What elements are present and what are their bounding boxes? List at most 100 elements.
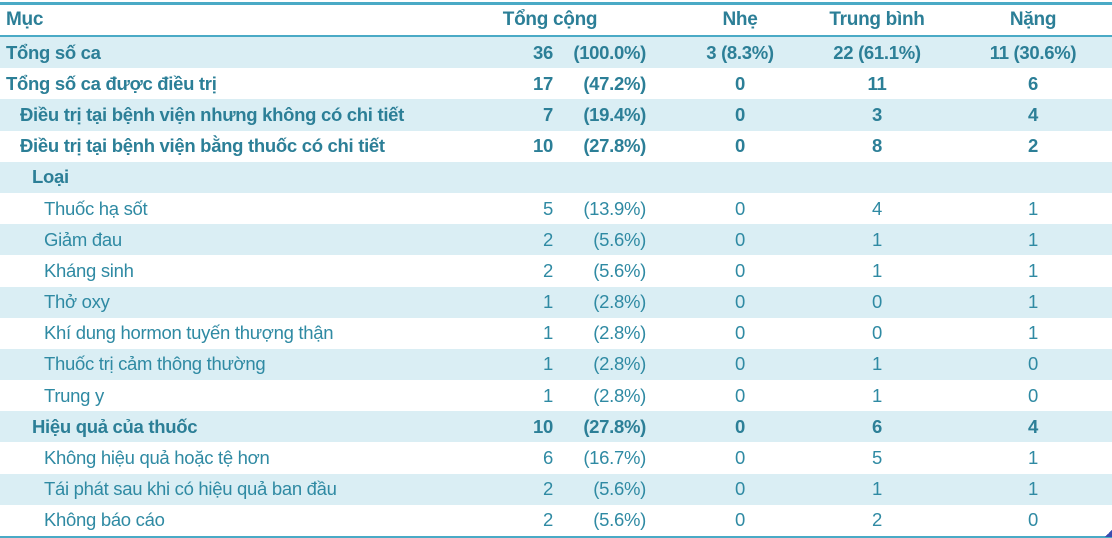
- table-row: Thuốc trị cảm thông thường 1 (2.8%) 0 1 0: [0, 348, 1112, 381]
- row-label: Thở oxy: [44, 291, 110, 313]
- total-percent: (2.8%): [593, 291, 646, 313]
- table-row: Tổng số ca được điều trị 17 (47.2%) 0 11 6: [0, 68, 1112, 99]
- moderate-value: 11: [867, 72, 887, 94]
- row-label: Không hiệu quả hoặc tệ hơn: [44, 447, 270, 469]
- total-count: 2: [543, 478, 553, 500]
- row-label: Điều trị tại bệnh viện nhưng không có ch…: [20, 103, 405, 125]
- row-label: Tổng số ca: [6, 41, 101, 63]
- total-percent: (16.7%): [583, 447, 646, 469]
- severe-value: 1: [1028, 322, 1038, 344]
- mild-value: 0: [735, 291, 745, 313]
- moderate-value: 22 (61.1%): [833, 41, 921, 63]
- total-count: 1: [543, 384, 553, 406]
- severe-value: 0: [1028, 353, 1038, 375]
- mild-value: 0: [735, 103, 745, 125]
- total-percent: (27.8%): [583, 135, 646, 157]
- severe-value: 0: [1028, 384, 1038, 406]
- total-count: 5: [543, 197, 553, 219]
- total-count: 10: [533, 415, 553, 437]
- total-count: 7: [543, 103, 553, 125]
- total-count: 2: [543, 259, 553, 281]
- moderate-value: 8: [872, 135, 882, 157]
- moderate-value: 1: [872, 478, 882, 500]
- moderate-value: 2: [872, 509, 882, 531]
- mild-value: 0: [735, 353, 745, 375]
- table-row: Điều trị tại bệnh viện bằng thuốc có chi…: [0, 131, 1112, 162]
- table-row: Thở oxy 1 (2.8%) 0 0 1: [0, 286, 1112, 318]
- moderate-value: 1: [872, 228, 882, 250]
- header-severe: Nặng: [1009, 9, 1057, 30]
- row-label: Hiệu quả của thuốc: [32, 415, 198, 437]
- table-row: Loại: [0, 161, 1112, 193]
- header-item: Mục: [6, 9, 44, 30]
- header-mild: Nhẹ: [722, 9, 758, 30]
- severe-value: 1: [1028, 291, 1038, 313]
- table-row: Giảm đau 2 (5.6%) 0 1 1: [0, 224, 1112, 256]
- header-moderate: Trung bình: [829, 9, 925, 30]
- table-row: Không hiệu quả hoặc tệ hơn 6 (16.7%) 0 5 1: [0, 442, 1112, 473]
- row-label: Thuốc hạ sốt: [44, 197, 148, 219]
- total-count: 2: [543, 228, 553, 250]
- moderate-value: 1: [872, 259, 882, 281]
- moderate-value: 0: [872, 322, 882, 344]
- total-count: 1: [543, 322, 553, 344]
- severe-value: 6: [1028, 72, 1038, 94]
- total-percent: (27.8%): [583, 415, 646, 437]
- row-label: Loại: [32, 166, 69, 188]
- table-row: Kháng sinh 2 (5.6%) 0 1 1: [0, 255, 1112, 286]
- header-total: Tổng cộng: [502, 9, 598, 30]
- mild-value: 0: [735, 509, 745, 531]
- severe-value: 2: [1028, 135, 1038, 157]
- severe-value: 4: [1028, 415, 1038, 437]
- total-percent: (100.0%): [573, 41, 646, 63]
- moderate-value: 3: [872, 103, 882, 125]
- table-row: Thuốc hạ sốt 5 (13.9%) 0 4 1: [0, 193, 1112, 224]
- total-percent: (5.6%): [593, 478, 646, 500]
- row-label: Tái phát sau khi có hiệu quả ban đầu: [44, 478, 337, 500]
- mild-value: 3 (8.3%): [706, 41, 774, 63]
- table-header: Mục Tổng cộng Nhẹ Trung bình Nặng: [0, 5, 1112, 37]
- mild-value: 0: [735, 415, 745, 437]
- total-percent: (47.2%): [583, 72, 646, 94]
- table-row: Không báo cáo 2 (5.6%) 0 2 0: [0, 505, 1112, 536]
- row-label: Trung y: [44, 384, 104, 406]
- total-count: 17: [533, 72, 553, 94]
- moderate-value: 0: [872, 291, 882, 313]
- row-label: Điều trị tại bệnh viện bằng thuốc có chi…: [20, 135, 385, 157]
- severe-value: 11 (30.6%): [989, 41, 1077, 63]
- total-percent: (2.8%): [593, 384, 646, 406]
- table-row: Hiệu quả của thuốc 10 (27.8%) 0 6 4: [0, 411, 1112, 443]
- row-label: Khí dung hormon tuyến thượng thận: [44, 322, 334, 344]
- severe-value: 1: [1028, 197, 1038, 219]
- total-percent: (13.9%): [583, 197, 646, 219]
- severe-value: 0: [1028, 509, 1038, 531]
- total-percent: (19.4%): [583, 103, 646, 125]
- mild-value: 0: [735, 322, 745, 344]
- total-percent: (2.8%): [593, 353, 646, 375]
- table-row: Khí dung hormon tuyến thượng thận 1 (2.8%)…: [0, 318, 1112, 349]
- table-row: Trung y 1 (2.8%) 0 1 0: [0, 380, 1112, 411]
- total-count: 1: [543, 291, 553, 313]
- table-row: Tái phát sau khi có hiệu quả ban đầu 2 (5.…: [0, 473, 1112, 505]
- resize-handle-icon[interactable]: [1105, 530, 1112, 537]
- total-percent: (5.6%): [593, 228, 646, 250]
- severe-value: 1: [1028, 447, 1038, 469]
- mild-value: 0: [735, 135, 745, 157]
- mild-value: 0: [735, 72, 745, 94]
- moderate-value: 5: [872, 447, 882, 469]
- total-percent: (5.6%): [593, 509, 646, 531]
- severe-value: 1: [1028, 259, 1038, 281]
- mild-value: 0: [735, 228, 745, 250]
- severe-value: 4: [1028, 103, 1038, 125]
- row-label: Thuốc trị cảm thông thường: [44, 353, 266, 375]
- total-count: 2: [543, 509, 553, 531]
- total-count: 10: [533, 135, 553, 157]
- table-row: Tổng số ca 36 (100.0%) 3 (8.3%) 22 (61.1%) 11…: [0, 37, 1112, 69]
- total-count: 1: [543, 353, 553, 375]
- mild-value: 0: [735, 197, 745, 219]
- row-label: Giảm đau: [44, 228, 122, 250]
- mild-value: 0: [735, 447, 745, 469]
- moderate-value: 6: [872, 415, 882, 437]
- severe-value: 1: [1028, 478, 1038, 500]
